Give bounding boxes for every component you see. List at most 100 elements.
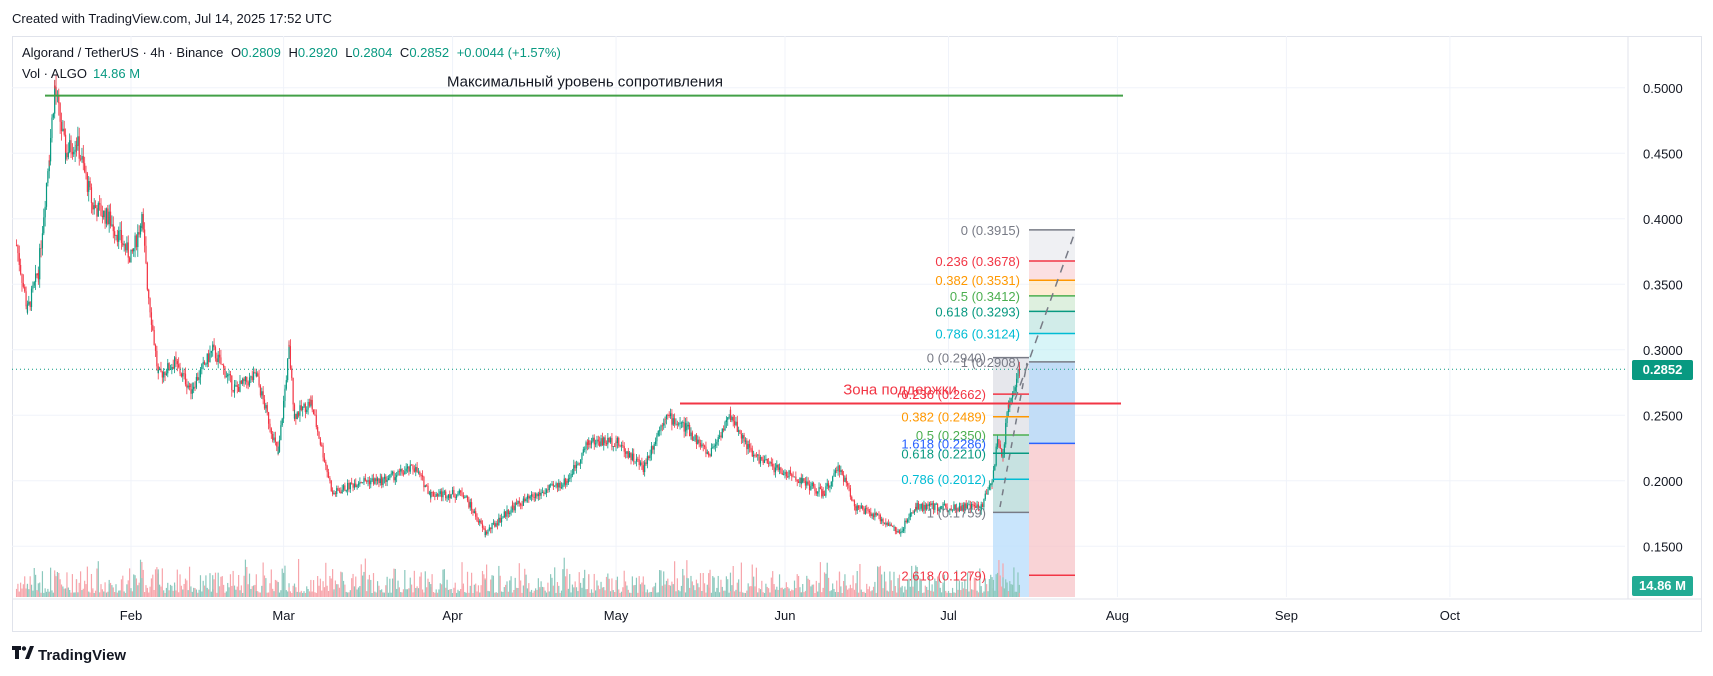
candle-body	[138, 232, 140, 235]
candle-body	[52, 113, 54, 118]
candle-body	[1018, 368, 1020, 371]
volume-bar	[195, 589, 197, 597]
volume-bar	[285, 590, 287, 597]
candle-body	[259, 385, 262, 396]
volume-bar	[539, 587, 541, 597]
volume-bar	[614, 592, 616, 597]
volume-bar	[276, 580, 278, 597]
candle-body	[466, 496, 469, 501]
candle-body	[898, 530, 901, 534]
volume-bar	[266, 592, 268, 597]
volume-bar	[142, 569, 144, 597]
candle-body	[60, 121, 63, 131]
volume-bar	[274, 579, 276, 597]
y-tick-label: 0.4000	[1643, 212, 1683, 227]
volume-bar	[417, 588, 420, 597]
candle-body	[247, 382, 249, 386]
volume-bar	[793, 580, 796, 597]
candle-body	[842, 474, 845, 482]
candle-body	[544, 492, 546, 494]
candle-body	[814, 486, 816, 492]
candle-body	[492, 522, 495, 524]
candle-body	[539, 492, 541, 496]
candle-body	[276, 441, 278, 447]
candle-body	[776, 464, 778, 468]
volume-bar	[868, 586, 871, 597]
volume-bar	[675, 591, 677, 597]
volume-bar	[231, 585, 233, 597]
volume-bar	[567, 588, 569, 597]
high-label: H	[288, 45, 298, 60]
candle-body	[983, 498, 985, 508]
candle-body	[917, 502, 920, 509]
volume-bar	[882, 588, 884, 597]
candle-body	[597, 439, 599, 442]
volume-bar	[232, 570, 234, 597]
candle-body	[338, 490, 341, 492]
volume-bar	[962, 588, 965, 597]
candle-body	[55, 87, 57, 96]
candle-body	[874, 512, 876, 518]
volume-bar	[851, 588, 853, 597]
candle-body	[623, 446, 625, 452]
volume-bar	[278, 592, 281, 597]
volume-bar	[124, 592, 127, 597]
volume-bar	[436, 592, 439, 597]
candle-body	[252, 372, 255, 380]
candle-body	[1006, 412, 1008, 423]
candle-body	[329, 477, 331, 481]
volume-bar	[288, 587, 290, 597]
candle-body	[500, 518, 503, 523]
volume-bar	[415, 587, 417, 597]
candle-body	[949, 508, 951, 511]
volume-bar	[710, 592, 713, 597]
volume-bar	[172, 590, 174, 597]
candle-body	[236, 385, 238, 388]
volume-bar	[812, 584, 815, 597]
candle-body	[529, 496, 531, 499]
volume-bar	[144, 592, 146, 597]
candle-body	[811, 482, 813, 487]
candle-body	[81, 156, 83, 160]
candle-body	[250, 376, 252, 378]
candle-body	[889, 524, 891, 526]
volume-bar	[800, 592, 802, 597]
volume-bar	[556, 582, 559, 597]
volume-bar	[740, 562, 742, 597]
candle-body	[187, 385, 189, 388]
candle-body	[644, 462, 646, 473]
candle-body	[477, 521, 480, 523]
candle-body	[436, 494, 439, 497]
volume-bar	[875, 592, 877, 597]
candle-body	[58, 95, 60, 104]
candle-body	[479, 520, 481, 523]
candle-body	[310, 399, 312, 401]
candle-body	[71, 151, 73, 155]
volume-bar	[966, 572, 969, 597]
volume-bar	[748, 586, 751, 597]
candle-body	[744, 440, 747, 442]
candle-body	[926, 504, 928, 510]
volume-bar	[280, 590, 282, 597]
volume-bar	[648, 592, 650, 597]
candle-body	[139, 225, 142, 235]
volume-bar	[259, 592, 262, 597]
volume-bar	[825, 573, 827, 597]
volume-bar	[631, 576, 633, 597]
candle-body	[167, 363, 169, 374]
volume-bar	[571, 584, 574, 597]
volume-bar	[810, 586, 812, 597]
fib-lower-label: 0.382 (0.2489)	[901, 410, 986, 425]
candle-body	[878, 514, 880, 516]
volume-bar	[406, 589, 409, 597]
volume-bar	[690, 575, 692, 597]
candle-body	[66, 153, 68, 158]
volume-bar	[360, 564, 362, 597]
volume-bar	[208, 589, 210, 597]
volume-bar	[468, 592, 470, 597]
tradingview-logo[interactable]: TradingView	[12, 646, 126, 664]
candle-body	[690, 432, 692, 437]
candle-body	[709, 454, 711, 457]
volume-bar	[992, 579, 995, 597]
